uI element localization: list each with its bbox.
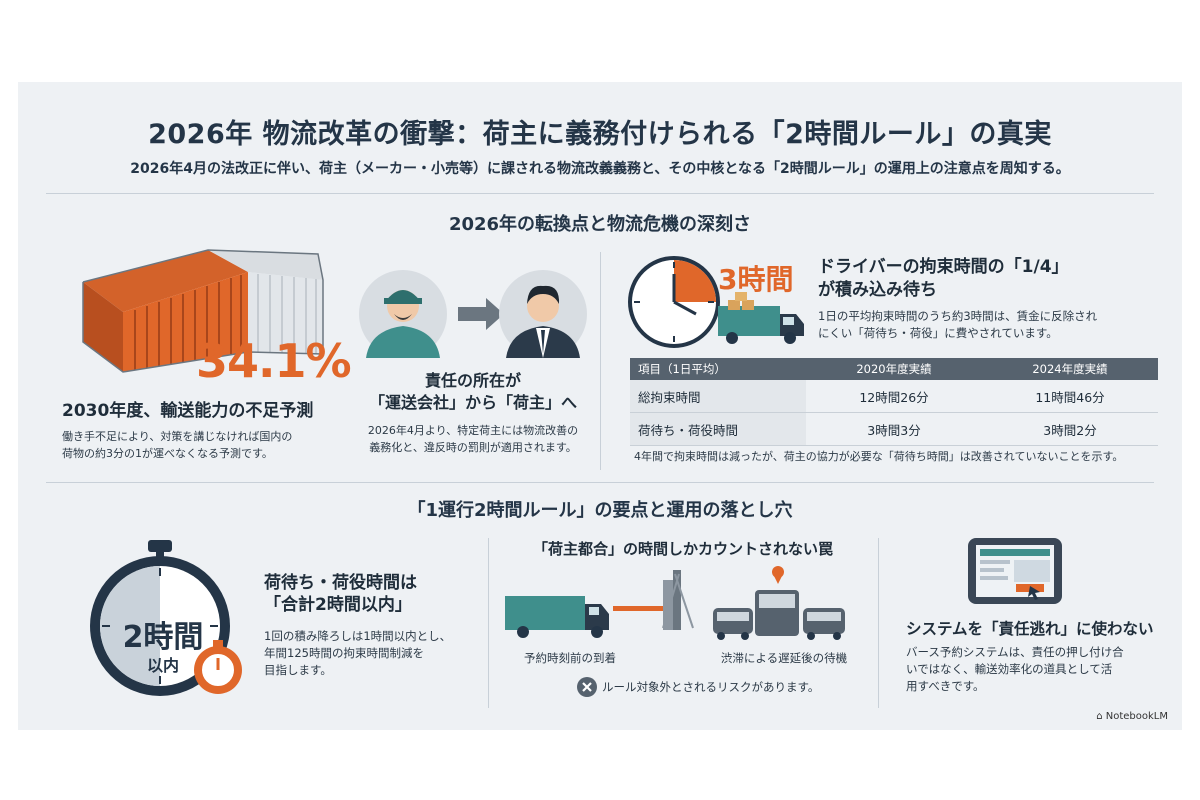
- table-header-cell: 2020年度実績: [806, 358, 982, 380]
- table-cell: 総拘束時間: [630, 380, 806, 413]
- trap-heading: 「荷主都合」の時間しかカウントされない罠: [532, 540, 833, 558]
- table-cell: 3時間3分: [806, 412, 982, 446]
- section1-title: 2026年の転換点と物流危機の深刻さ: [448, 214, 752, 235]
- divider-vertical-1: [600, 252, 601, 470]
- clock-truck-icon: [628, 256, 804, 348]
- waiting-heading: ドライバーの拘束時間の「1/4」 が積み込み待ち: [818, 257, 1069, 300]
- responsibility-body: 2026年4月より、特定荷主には物流改善の 義務化と、違反時の罰則が適用されます…: [367, 424, 579, 454]
- system-body: バース予約システムは、責任の押し付け合 いではなく、輸送効率化の道具として活 用…: [906, 645, 1124, 693]
- warning-x-icon: [577, 677, 597, 697]
- driver-to-shipper-icon: [359, 270, 587, 358]
- table-cell: 11時間46分: [982, 380, 1158, 413]
- watch-label-within: 以内: [146, 656, 179, 675]
- shipping-container-icon: [82, 249, 324, 373]
- waiting-time-table: 項目（1日平均） 2020年度実績 2024年度実績 総拘束時間 12時間26分…: [630, 358, 1158, 446]
- table-cell: 荷待ち・荷役時間: [630, 412, 806, 446]
- capacity-body: 働き手不足により、対策を講じなければ国内の 荷物の約3分の1が運べなくなる予測で…: [62, 430, 293, 460]
- clock-3h-label: 3時間: [718, 263, 794, 296]
- divider-top: [46, 193, 1154, 194]
- infographic-card: 2026年 物流改革の衝撃：荷主に義務付けられる「2時間ルール」の真実 2026…: [18, 82, 1182, 730]
- table-header-row: 項目（1日平均） 2020年度実績 2024年度実績: [630, 358, 1158, 380]
- page-title: 2026年 物流改革の衝撃：荷主に義務付けられる「2時間ルール」の真実: [148, 119, 1052, 150]
- table-row: 荷待ち・荷役時間 3時間3分 3時間2分: [630, 412, 1158, 446]
- stopwatch-icon: [90, 540, 242, 696]
- system-heading: システムを「責任逃れ」に使わない: [906, 620, 1154, 638]
- tablet-booking-icon: [968, 538, 1062, 604]
- divider-vertical-3: [878, 538, 879, 708]
- table-cell: 3時間2分: [982, 412, 1158, 446]
- trap-warning: ルール対象外とされるリスクがあります。: [602, 680, 820, 694]
- table-header-cell: 2024年度実績: [982, 358, 1158, 380]
- notebooklm-logo-icon: ⌂: [1096, 711, 1106, 722]
- table-note: 4年間で拘束時間は減ったが、荷主の協力が必要な「荷待ち時間」は改善されていないこ…: [634, 450, 1124, 463]
- truck-gate-traffic-icon: [505, 566, 845, 640]
- table-row: 総拘束時間 12時間26分 11時間46分: [630, 380, 1158, 413]
- rule-heading: 荷待ち・荷役時間は 「合計2時間以内」: [264, 573, 417, 615]
- trap-caption-early-arrival: 予約時刻前の到着: [524, 651, 616, 665]
- trap-caption-traffic-delay: 渋滞による遅延後の待機: [720, 651, 848, 665]
- waiting-body: 1日の平均拘束時間のうち約3時間は、賃金に反除され にくい「荷待ち・荷役」に費や…: [818, 309, 1098, 340]
- divider-vertical-2: [488, 538, 489, 708]
- table-cell: 12時間26分: [806, 380, 982, 413]
- responsibility-heading: 責任の所在が 「運送会社」から「荷主」へ: [368, 371, 577, 412]
- rule-body: 1回の積み降ろしは1時間以内とし、 年間125時間の拘束時間制減を 目指します。: [264, 629, 452, 677]
- watch-label-hours: 2時間: [122, 620, 204, 655]
- capacity-shortage-value: 34.1%: [196, 334, 352, 388]
- watermark: ⌂ NotebookLM: [1096, 711, 1168, 722]
- section2-title: 「1運行2時間ルール」の要点と運用の落とし穴: [407, 500, 793, 521]
- table-header-cell: 項目（1日平均）: [630, 358, 806, 380]
- divider-middle: [46, 482, 1154, 483]
- page-subtitle: 2026年4月の法改正に伴い、荷主（メーカー・小売等）に課される物流改義義務と、…: [130, 161, 1070, 177]
- capacity-heading: 2030年度、輸送能力の不足予測: [62, 401, 314, 421]
